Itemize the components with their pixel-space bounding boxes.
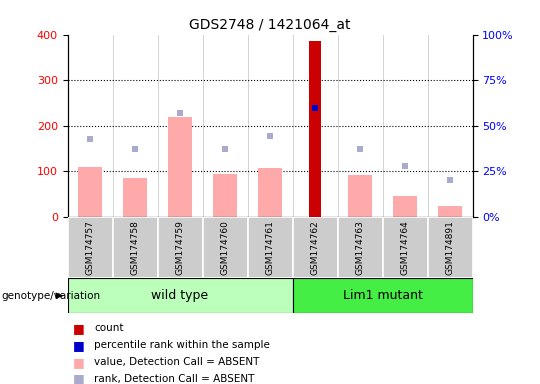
Polygon shape	[56, 293, 64, 299]
Text: rank, Detection Call = ABSENT: rank, Detection Call = ABSENT	[94, 374, 255, 384]
Bar	[202, 217, 247, 278]
Text: ■: ■	[73, 339, 85, 352]
Bar	[338, 217, 382, 278]
Bar	[293, 217, 338, 278]
Text: ■: ■	[73, 356, 85, 369]
Text: ■: ■	[73, 322, 85, 335]
Bar	[247, 217, 293, 278]
Text: GSM174757: GSM174757	[85, 220, 94, 275]
Text: value, Detection Call = ABSENT: value, Detection Call = ABSENT	[94, 357, 260, 367]
Text: GSM174891: GSM174891	[446, 220, 455, 275]
Bar	[258, 168, 282, 217]
Bar	[309, 41, 321, 217]
Text: percentile rank within the sample: percentile rank within the sample	[94, 340, 271, 350]
Bar	[293, 278, 472, 313]
Bar	[167, 117, 192, 217]
Text: count: count	[94, 323, 124, 333]
Text: GSM174758: GSM174758	[131, 220, 139, 275]
Text: GSM174759: GSM174759	[176, 220, 185, 275]
Text: GSM174764: GSM174764	[401, 220, 409, 275]
Bar	[78, 167, 103, 217]
Bar	[437, 205, 462, 217]
Text: GSM174762: GSM174762	[310, 220, 320, 275]
Bar	[158, 217, 202, 278]
Bar	[68, 278, 293, 313]
Text: GSM174760: GSM174760	[220, 220, 230, 275]
Bar	[382, 217, 428, 278]
Title: GDS2748 / 1421064_at: GDS2748 / 1421064_at	[189, 18, 351, 32]
Text: ■: ■	[73, 372, 85, 384]
Bar	[68, 217, 112, 278]
Text: wild type: wild type	[151, 289, 208, 302]
Bar	[112, 217, 158, 278]
Bar	[213, 174, 238, 217]
Bar	[348, 175, 373, 217]
Text: Lim1 mutant: Lim1 mutant	[342, 289, 422, 302]
Text: genotype/variation: genotype/variation	[1, 291, 100, 301]
Text: GSM174763: GSM174763	[355, 220, 364, 275]
Bar	[428, 217, 472, 278]
Bar	[393, 195, 417, 217]
Bar	[123, 178, 147, 217]
Text: GSM174761: GSM174761	[266, 220, 274, 275]
